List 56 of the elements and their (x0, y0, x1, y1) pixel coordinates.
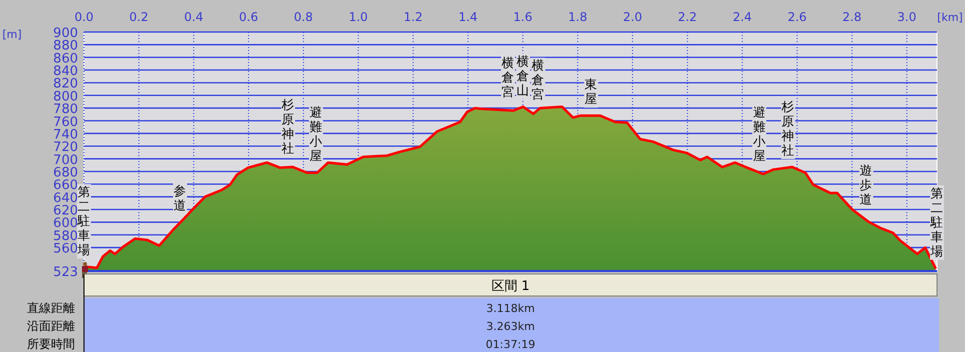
y-tick-label: 900 (53, 26, 78, 41)
x-tick-label: 3.0 (897, 10, 916, 24)
annotation: 避難小屋 (752, 104, 766, 164)
annotation: 参道 (173, 183, 186, 213)
y-tick-label: 760 (53, 114, 78, 130)
y-tick-label: 820 (53, 76, 78, 92)
y-tick-label: 560 (53, 242, 78, 257)
text: 所要時間 (27, 337, 75, 351)
y-tick-label: 640 (53, 190, 78, 206)
annotation: 遊歩道 (860, 162, 873, 206)
annotation: 横倉宮 (532, 58, 545, 102)
x-tick-label: 1.0 (348, 10, 368, 24)
y-tick-label: 780 (53, 102, 78, 118)
x-tick-label: 1.4 (458, 10, 478, 24)
x-tick-label: 0.6 (239, 10, 258, 24)
x-tick-label: 0.8 (294, 10, 313, 24)
text: 直線距離 (27, 301, 75, 315)
text: 区間 1 (491, 279, 530, 294)
y-tick-label: 580 (53, 228, 78, 244)
annotation: 東屋 (584, 76, 598, 106)
y-tick-label: 620 (53, 204, 78, 219)
annotation: 横倉山 (516, 53, 530, 98)
x-tick-label: 0.0 (74, 10, 94, 24)
y-tick-label: 860 (53, 51, 78, 66)
text: 3.118km (486, 302, 535, 315)
y-tick-label: 840 (53, 64, 78, 80)
y-tick-label: 523 (53, 265, 78, 280)
annotation: 杉原神社 (780, 99, 795, 158)
x-tick-label: 1.8 (568, 10, 588, 24)
text: 01:37:19 (486, 338, 536, 351)
y-tick-label: 600 (53, 216, 78, 232)
x-tick-label: 2.6 (788, 10, 807, 24)
y-tick-label: 700 (53, 152, 78, 168)
x-tick-label: 2.2 (678, 10, 697, 24)
text: 3.263km (486, 320, 535, 333)
y-axis-title: [m] (2, 28, 22, 41)
annotation: 横倉宮 (502, 55, 515, 100)
x-tick-label: 1.6 (513, 10, 532, 24)
x-tick-label: 2.8 (842, 10, 862, 24)
x-tick-label: 1.2 (404, 10, 423, 24)
x-tick-label: 2.4 (732, 10, 752, 24)
y-tick-label: 720 (53, 140, 78, 156)
annotation: 杉原神社 (280, 97, 295, 156)
y-tick-label: 740 (53, 127, 78, 142)
text: 沿面距離 (27, 319, 75, 333)
annotation: 第二駐車場 (76, 184, 90, 258)
y-tick-label: 660 (53, 178, 78, 194)
x-tick-label: 0.2 (129, 10, 148, 24)
annotation: 避難小屋 (310, 104, 323, 164)
x-axis-title: [km] (937, 11, 963, 24)
y-tick-label: 800 (53, 89, 78, 104)
x-tick-label: 0.4 (184, 10, 204, 24)
y-tick-label: 880 (53, 38, 78, 54)
annotation: 第二駐車場 (930, 185, 944, 258)
y-tick-label: 680 (53, 165, 78, 180)
x-tick-label: 2.0 (623, 10, 642, 24)
